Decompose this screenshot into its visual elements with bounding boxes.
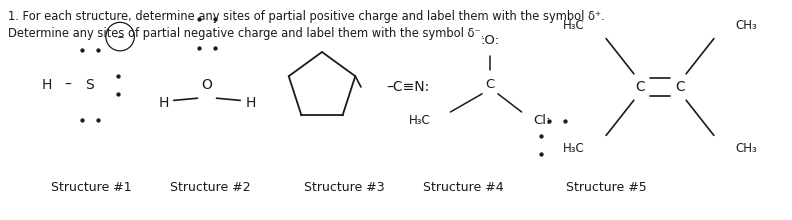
- Text: H: H: [246, 96, 256, 110]
- Text: H: H: [41, 78, 51, 92]
- Text: Structure #5: Structure #5: [565, 181, 646, 194]
- Text: CH₃: CH₃: [735, 19, 757, 32]
- Text: Cl:: Cl:: [534, 114, 551, 127]
- Text: S: S: [86, 78, 94, 92]
- Text: Structure #1: Structure #1: [51, 181, 131, 194]
- Text: H₃C: H₃C: [409, 114, 431, 127]
- Text: :O:: :O:: [481, 35, 500, 48]
- Text: CH₃: CH₃: [735, 142, 757, 155]
- Text: Structure #2: Structure #2: [169, 181, 250, 194]
- Text: Determine any sites of partial negative charge and label them with the symbol δ⁻: Determine any sites of partial negative …: [8, 27, 484, 40]
- Text: −: −: [116, 32, 124, 41]
- Text: O: O: [201, 78, 212, 92]
- Text: 1. For each structure, determine any sites of partial positive charge and label : 1. For each structure, determine any sit…: [8, 10, 605, 23]
- Text: C: C: [635, 80, 645, 94]
- Text: C: C: [485, 79, 495, 92]
- Text: H₃C: H₃C: [563, 142, 584, 155]
- Text: Structure #4: Structure #4: [423, 181, 504, 194]
- Text: H₃C: H₃C: [563, 19, 584, 32]
- Text: C: C: [675, 80, 684, 94]
- Text: H: H: [158, 96, 169, 110]
- Text: –: –: [64, 78, 71, 92]
- Text: Structure #3: Structure #3: [304, 181, 385, 194]
- Text: –C≡N:: –C≡N:: [386, 80, 430, 94]
